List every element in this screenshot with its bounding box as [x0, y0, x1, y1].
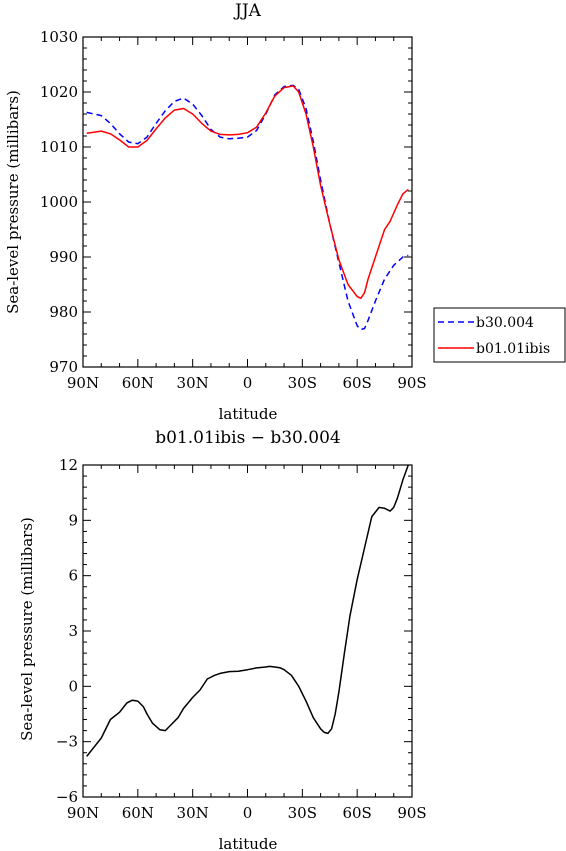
top-chart-x-tick-label: 90S	[397, 374, 426, 392]
top-chart-frame	[82, 36, 413, 368]
bottom-chart-x-tick-label: 60S	[342, 804, 371, 822]
top-chart-title: JJA	[233, 1, 262, 21]
bottom-chart-x-tick-label: 60N	[122, 804, 154, 822]
bottom-chart-x-axis-label: latitude	[219, 835, 278, 851]
bottom-chart-series	[86, 464, 410, 757]
legend-label-b01-01ibis: b01.01ibis	[476, 341, 550, 357]
top-chart-y-tick-label: 980	[49, 303, 78, 321]
bottom-chart-y-tick-label: 0	[68, 677, 78, 695]
top-chart-x-tick-label: 60N	[122, 374, 154, 392]
legend: b30.004 b01.01ibis	[433, 307, 566, 363]
top-chart-series-line-b30-004	[86, 84, 409, 331]
bottom-chart-x-tick-label: 30N	[177, 804, 209, 822]
bottom-chart-y-tick-label: −6	[56, 788, 78, 806]
bottom-chart-y-tick-label: −3	[56, 733, 78, 751]
bottom-chart-x-tick-label: 90N	[67, 804, 99, 822]
bottom-chart-y-tick-label: 9	[68, 511, 78, 529]
bottom-chart-y-axis-label: Sea-level pressure (millibars)	[18, 517, 36, 741]
bottom-chart-panel: b01.01ibis − b30.004 latitude Sea-level …	[18, 428, 427, 851]
bottom-chart-y-tick-label: 6	[68, 567, 78, 585]
top-chart-series	[86, 84, 409, 331]
top-chart-y-tick-label: 990	[49, 248, 78, 266]
bottom-chart-series-line-difference	[86, 464, 410, 757]
bottom-chart-title: b01.01ibis − b30.004	[155, 428, 340, 448]
bottom-chart-ticks: 90N 60N 30N 0 30S 60S 90S −6 −3 0 3 6 9 12	[56, 456, 427, 822]
top-chart-y-axis-label: Sea-level pressure (millibars)	[4, 90, 22, 314]
top-chart-y-tick-label: 1030	[40, 28, 78, 46]
bottom-chart-x-tick-label: 30S	[288, 804, 317, 822]
top-chart-y-tick-label: 970	[49, 358, 78, 376]
top-chart-panel: JJA latitude Sea-level pressure (milliba…	[4, 1, 566, 423]
top-chart-ticks: 90N 60N 30N 0 30S 60S 90S 970 980 990 1000 1010 1020…	[40, 28, 427, 392]
top-chart-x-tick-label: 0	[243, 374, 253, 392]
bottom-chart-frame	[82, 464, 413, 798]
bottom-chart-y-tick-label: 12	[59, 456, 78, 474]
legend-box	[433, 307, 566, 363]
top-chart-y-tick-label: 1010	[40, 138, 78, 156]
top-chart-series-line-b01-01ibis	[86, 85, 409, 300]
bottom-chart-x-tick-label: 90S	[397, 804, 426, 822]
top-chart-y-tick-label: 1000	[40, 193, 78, 211]
bottom-chart-x-tick-label: 0	[243, 804, 253, 822]
top-chart-x-tick-label: 90N	[67, 374, 99, 392]
legend-label-b30-004: b30.004	[476, 315, 534, 331]
top-chart-y-tick-label: 1020	[40, 83, 78, 101]
top-chart-x-tick-label: 30N	[177, 374, 209, 392]
bottom-chart-y-tick-label: 3	[68, 622, 78, 640]
top-chart-x-tick-label: 30S	[288, 374, 317, 392]
top-chart-x-tick-label: 60S	[342, 374, 371, 392]
top-chart-x-axis-label: latitude	[219, 405, 278, 423]
